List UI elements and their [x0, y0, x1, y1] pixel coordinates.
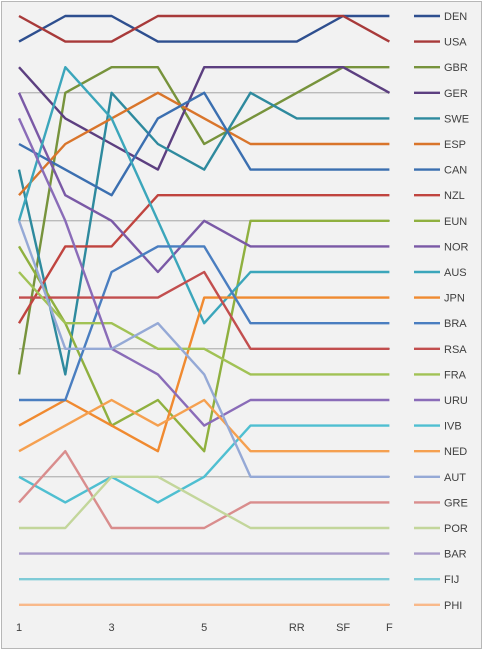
x-tick-label: 1: [16, 622, 22, 634]
legend-label-uru: URU: [444, 395, 468, 407]
legend-label-por: POR: [444, 523, 468, 535]
legend-label-nzl: NZL: [444, 190, 465, 202]
series-line-bra: [19, 245, 390, 402]
legend-label-aut: AUT: [444, 472, 466, 484]
x-axis-tick-labels: 1 3 5 RR SF F: [16, 622, 393, 634]
series-line-eun: [17, 219, 390, 453]
series-line-rsa: [19, 270, 390, 350]
legend-label-fra: FRA: [444, 369, 467, 381]
series-line-ivb: [18, 424, 390, 504]
series-line-usa: [18, 14, 390, 43]
legend-label-gre: GRE: [444, 497, 468, 509]
series-line-can: [18, 91, 390, 197]
series-line-fra: [18, 271, 390, 376]
series-line-nor: [17, 92, 390, 274]
legend-label-rsa: RSA: [444, 344, 467, 356]
series-line-ned: [18, 398, 390, 453]
legend-label-aus: AUS: [444, 267, 467, 279]
series-line-den: [18, 14, 390, 43]
legend-label-phi: PHI: [444, 600, 462, 612]
legend-label-gbr: GBR: [444, 62, 468, 74]
x-tick-label: 3: [109, 622, 115, 634]
legend-label-jpn: JPN: [444, 293, 465, 305]
x-tick-label: 5: [201, 622, 207, 634]
legend-label-usa: USA: [444, 37, 467, 49]
legend-label-bar: BAR: [444, 549, 467, 561]
series-line-nzl: [17, 193, 390, 324]
legend-label-bra: BRA: [444, 318, 467, 330]
legend-label-can: CAN: [444, 165, 467, 177]
legend-label-eun: EUN: [444, 216, 467, 228]
legend-label-ned: NED: [444, 446, 467, 458]
series-line-aus: [17, 65, 390, 325]
series-line-swe: [17, 91, 390, 376]
legend-label-nor: NOR: [444, 241, 469, 253]
x-tick-label: RR: [289, 622, 305, 634]
legend-label-swe: SWE: [444, 113, 469, 125]
series-line-ger: [18, 65, 390, 171]
series-lines: [17, 14, 390, 606]
legend-label-ger: GER: [444, 88, 468, 100]
series-line-uru: [17, 117, 390, 427]
legend-label-esp: ESP: [444, 139, 466, 151]
series-line-por: [19, 475, 390, 530]
series-line-gre: [18, 450, 390, 530]
legend: DEN USA GBR GER SWE ESP CAN NZL EUN NOR AUS JPN BRA R…: [414, 11, 469, 612]
x-tick-label: SF: [336, 622, 350, 634]
legend-label-den: DEN: [444, 11, 467, 23]
series-line-esp: [18, 91, 390, 197]
x-tick-label: F: [386, 622, 393, 634]
legend-label-fij: FIJ: [444, 574, 459, 586]
series-line-jpn: [18, 296, 390, 453]
legend-label-ivb: IVB: [444, 421, 462, 433]
series-line-aut: [17, 220, 390, 478]
